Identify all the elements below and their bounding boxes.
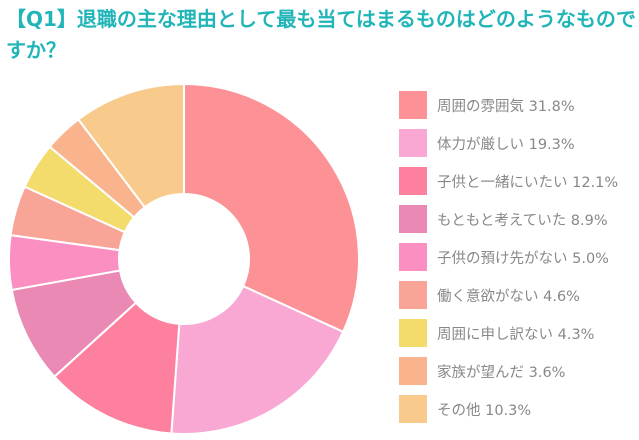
donut-chart [8, 82, 360, 435]
pie-slice-3 [53, 301, 181, 435]
legend-item-4: もともと考えていた 8.9% [399, 200, 618, 238]
legend-item-8: 家族が望んだ 3.6% [399, 352, 618, 390]
legend-item-2: 体力が厳しい 19.3% [399, 124, 618, 162]
legend-item-6: 働く意欲がない 4.6% [399, 276, 618, 314]
legend-label: 周囲の雰囲気 31.8% [437, 98, 575, 115]
legend-label: 家族が望んだ 3.6% [437, 364, 566, 381]
legend-label: 子供の預け先がない 5.0% [437, 250, 609, 267]
legend-label: もともと考えていた 8.9% [437, 212, 608, 229]
legend-swatch [399, 167, 427, 195]
pie-slice-1 [183, 82, 360, 334]
legend-item-5: 子供の預け先がない 5.0% [399, 238, 618, 276]
legend-swatch [399, 319, 427, 347]
legend-item-1: 周囲の雰囲気 31.8% [399, 86, 618, 124]
legend-swatch [399, 91, 427, 119]
chart-legend: 周囲の雰囲気 31.8% 体力が厳しい 19.3% 子供と一緒にいたい 12.1% も… [399, 86, 618, 428]
legend-swatch [399, 243, 427, 271]
pie-slice-9 [76, 82, 185, 209]
legend-label: 体力が厳しい 19.3% [437, 136, 575, 153]
legend-item-7: 周囲に申し訳ない 4.3% [399, 314, 618, 352]
legend-swatch [399, 281, 427, 309]
chart-title: 【Q1】退職の主な理由として最も当てはまるものはどのようなものですか？ [6, 7, 636, 62]
legend-swatch [399, 357, 427, 385]
legend-swatch [399, 395, 427, 423]
legend-label: その他 10.3% [437, 402, 532, 419]
legend-label: 子供と一緒にいたい 12.1% [437, 174, 619, 191]
legend-swatch [399, 205, 427, 233]
legend-item-9: その他 10.3% [399, 390, 618, 428]
pie-slice-2 [170, 284, 345, 435]
legend-label: 働く意欲がない 4.6% [437, 288, 580, 305]
legend-swatch [399, 129, 427, 157]
legend-item-3: 子供と一緒にいたい 12.1% [399, 162, 618, 200]
legend-label: 周囲に申し訳ない 4.3% [437, 326, 595, 343]
